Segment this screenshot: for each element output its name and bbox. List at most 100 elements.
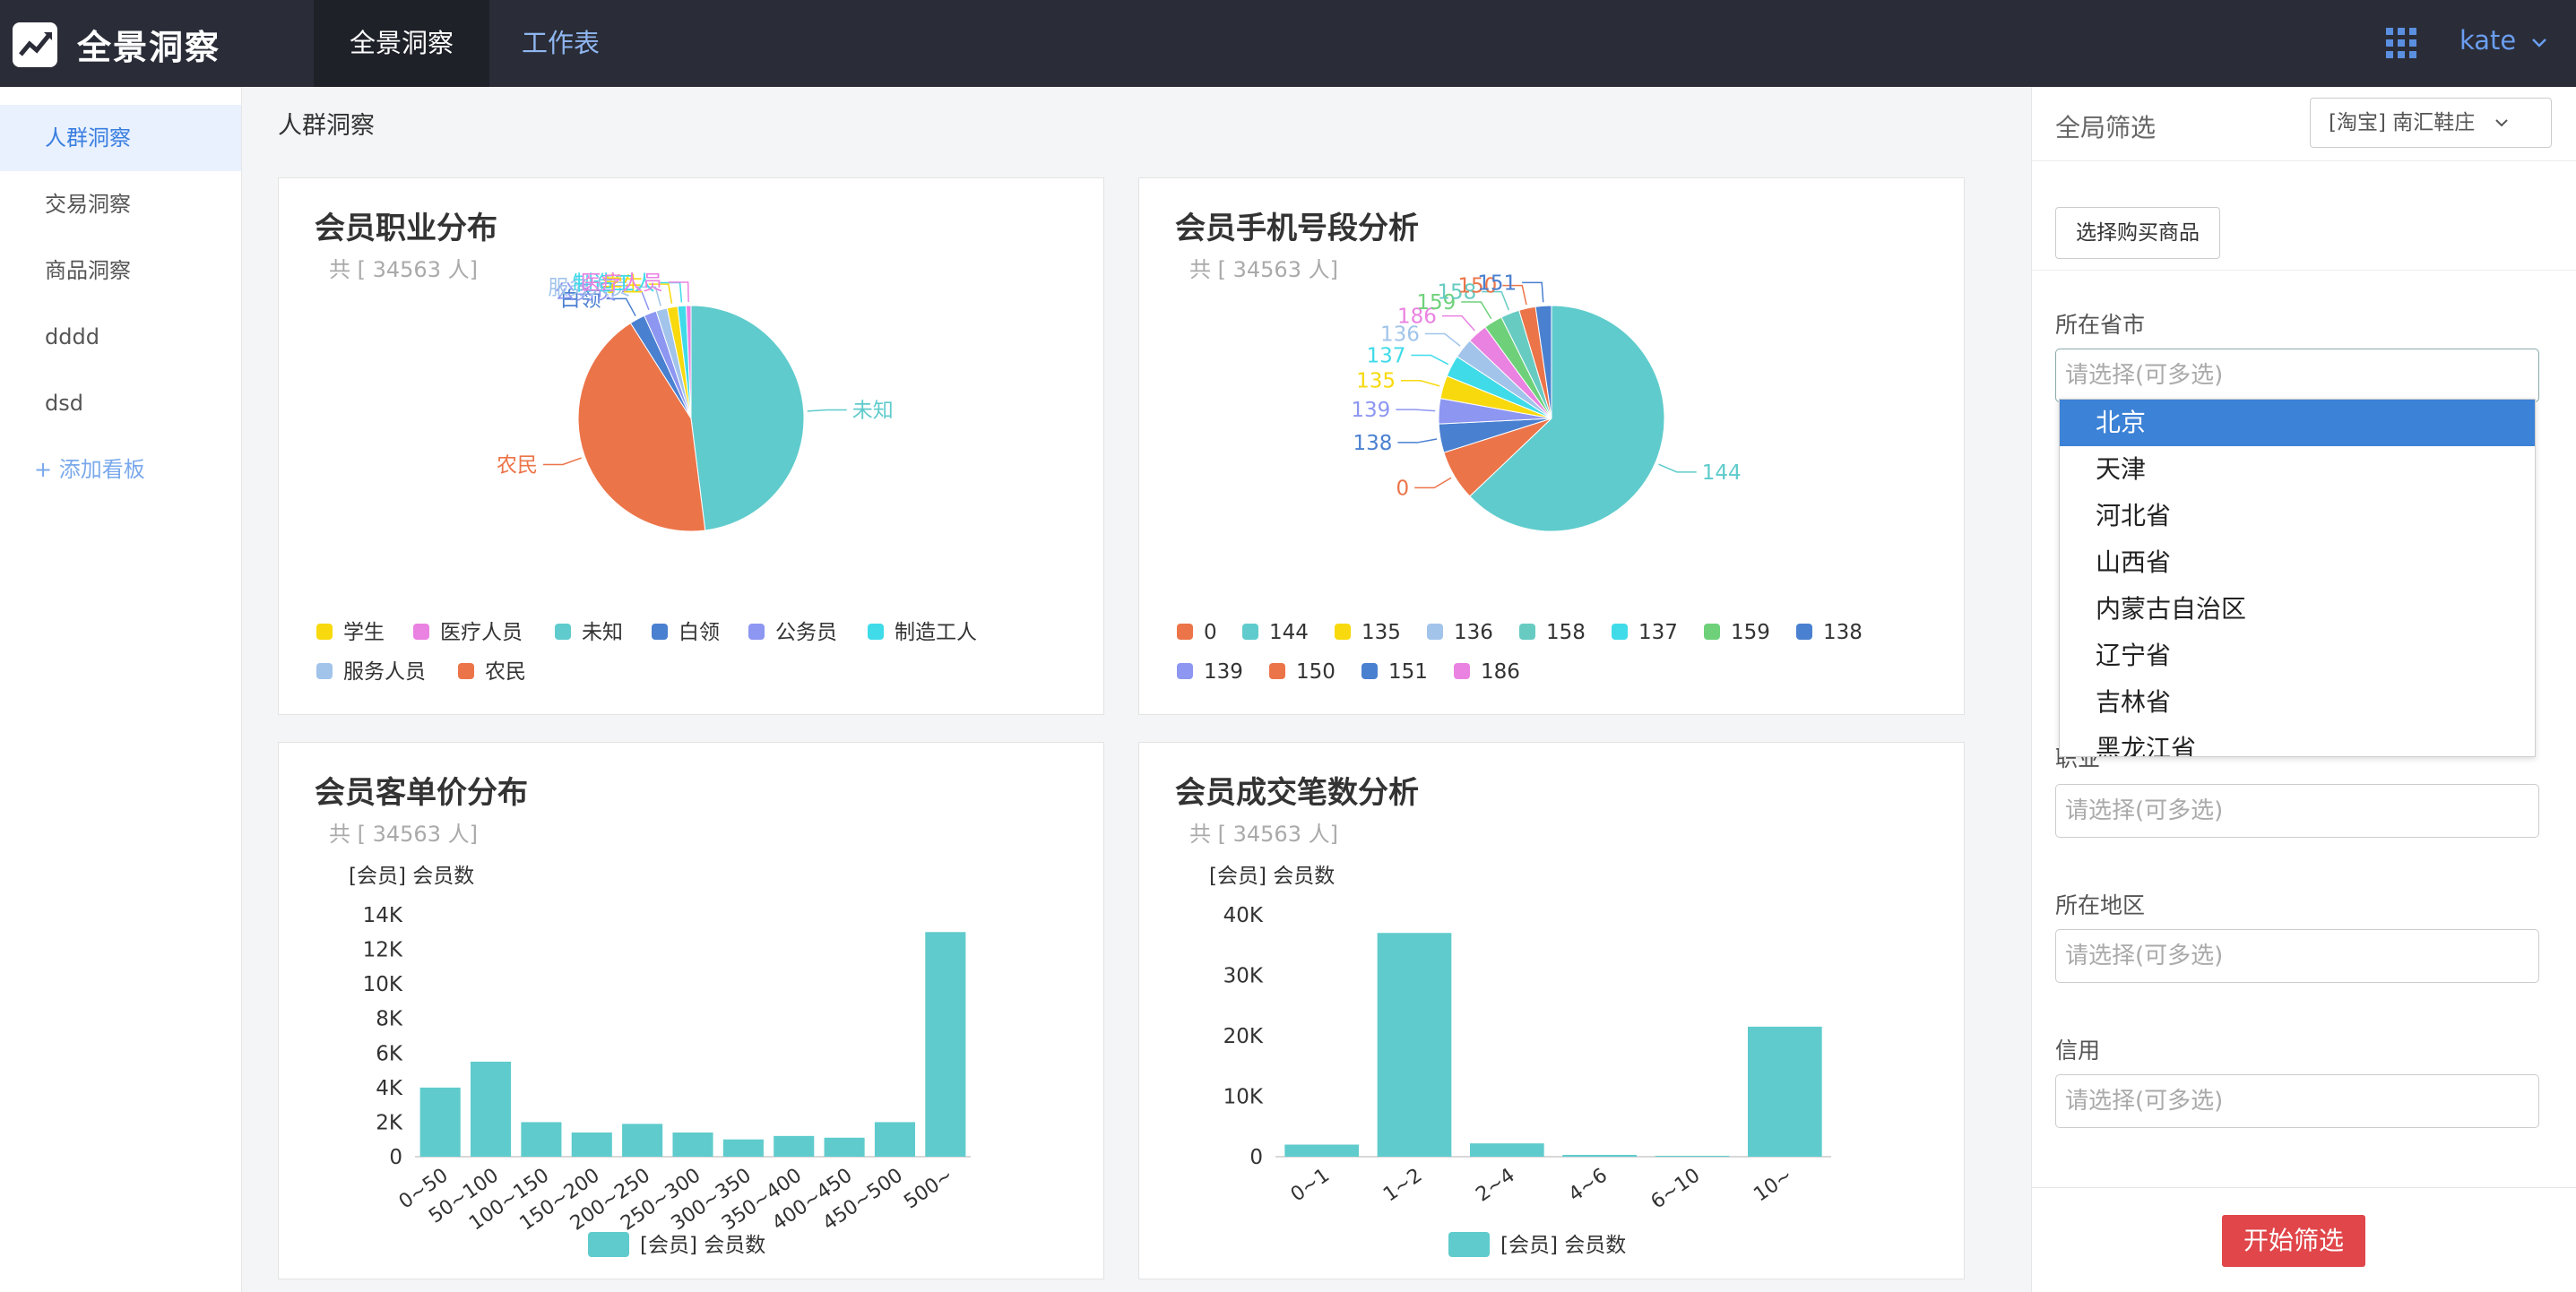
legend-label: 137: [1638, 621, 1678, 644]
dropdown-option[interactable]: 黑龙江省: [2096, 734, 2197, 757]
add-board-link[interactable]: + 添加看板: [34, 457, 145, 482]
pie-slice-label: 159: [1416, 291, 1456, 314]
bar: [672, 1133, 713, 1157]
pie-label-line: [1424, 332, 1461, 347]
pie-label-line: [606, 297, 636, 317]
dropdown-option[interactable]: 辽宁省: [2096, 641, 2172, 670]
pie-slice-label: 135: [1356, 370, 1396, 393]
sidebar-item-trade[interactable]: 交易洞察: [45, 192, 131, 217]
sidebar: 人群洞察 交易洞察 商品洞察 dddd dsd + 添加看板: [0, 87, 242, 1292]
dropdown-option[interactable]: 河北省: [2096, 501, 2172, 530]
card-title: 会员成交笔数分析: [1175, 775, 1419, 811]
legend-swatch: [1612, 624, 1628, 640]
card-phone-prefix: 会员手机号段分析 共 [ 34563 人] 144 0 138 139 135 137 13…: [1138, 177, 1965, 715]
legend-label: 139: [1204, 660, 1243, 684]
legend-label: 未知: [582, 621, 623, 644]
bar: [1377, 933, 1452, 1157]
tab-worksheet[interactable]: 工作表: [522, 28, 601, 58]
legend-swatch: [1448, 1232, 1490, 1257]
pie-label-line: [648, 283, 673, 304]
legend-label: 学生: [343, 621, 385, 644]
start-filter-button[interactable]: 开始筛选: [2222, 1215, 2365, 1267]
legend-swatch: [1427, 624, 1443, 640]
pie-slice-label: 白领: [560, 288, 601, 311]
logo[interactable]: 全景洞察: [13, 20, 220, 69]
credit-input[interactable]: 请选择(可多选): [2055, 1074, 2539, 1128]
bar: [925, 932, 966, 1157]
pie-slice-label: 139: [1351, 399, 1390, 422]
legend-swatch: [748, 624, 765, 640]
legend-swatch: [652, 624, 668, 640]
pie-label-line: [1441, 314, 1475, 332]
legend-swatch: [1269, 663, 1285, 679]
y-tick-label: 14K: [363, 904, 403, 927]
bar: [622, 1124, 663, 1157]
region-input[interactable]: 请选择(可多选): [2055, 929, 2539, 983]
card-deal-count: 会员成交笔数分析 共 [ 34563 人] [会员] 会员数 0 10K 20K 30K…: [1138, 742, 1965, 1279]
legend-swatch: [413, 624, 429, 640]
dropdown-option[interactable]: 天津: [2096, 454, 2147, 484]
pie-label-line: [635, 286, 661, 306]
dropdown-option[interactable]: 山西省: [2096, 547, 2172, 577]
user-name: kate: [2459, 25, 2517, 56]
card-subtitle: 共 [ 34563 人]: [1189, 822, 1338, 847]
trend-logo-icon: [13, 22, 57, 67]
pie-label-line: [542, 457, 582, 466]
pie-slice-label: 144: [1702, 461, 1742, 485]
card-subtitle: 共 [ 34563 人]: [329, 257, 478, 282]
legend-label: 白领: [679, 621, 720, 644]
legend-label: [会员] 会员数: [1500, 1234, 1626, 1257]
pie-slice-label: 150: [1457, 275, 1497, 298]
y-tick-label: 4K: [376, 1077, 403, 1100]
sidebar-item-dsd[interactable]: dsd: [45, 391, 83, 416]
y-tick-label: 10K: [1223, 1086, 1264, 1109]
pie-slice-label: 学生: [602, 273, 644, 297]
card-subtitle: 共 [ 34563 人]: [1189, 257, 1338, 282]
legend-label: 服务人员: [343, 660, 426, 684]
x-tick-label: 0~1: [1287, 1164, 1334, 1206]
user-menu[interactable]: kate: [2459, 25, 2548, 56]
legend-swatch: [1361, 663, 1378, 679]
dropdown-option[interactable]: 内蒙古自治区: [2096, 594, 2247, 624]
tab-panorama[interactable]: 全景洞察: [314, 0, 490, 87]
pie-slice-label: 138: [1353, 432, 1392, 455]
legend-label: [会员] 会员数: [640, 1234, 765, 1257]
legend-swatch: [1335, 624, 1351, 640]
pie-label-line: [1397, 438, 1438, 444]
bar: [571, 1133, 612, 1157]
legend-swatch: [316, 663, 333, 679]
apps-grid-icon[interactable]: [2386, 28, 2416, 58]
x-tick-label: 1~2: [1379, 1164, 1426, 1206]
pie-slice-label: 0: [1396, 477, 1410, 500]
sidebar-item-crowd[interactable]: 人群洞察: [0, 105, 241, 171]
filter-footer: 开始筛选: [2032, 1187, 2576, 1292]
page-title: 人群洞察: [278, 112, 375, 140]
occupation-input[interactable]: 请选择(可多选): [2055, 784, 2539, 838]
dropdown-option[interactable]: 吉林省: [2096, 687, 2172, 717]
bar: [722, 1139, 764, 1157]
pie-slice-label: 186: [1397, 306, 1437, 329]
sidebar-item-dddd[interactable]: dddd: [45, 324, 99, 349]
shop-select[interactable]: [淘宝] 南汇鞋庄: [2310, 98, 2552, 148]
select-goods-button[interactable]: 选择购买商品: [2055, 207, 2220, 259]
x-tick-label: 4~6: [1565, 1164, 1612, 1206]
legend-swatch: [1177, 624, 1193, 640]
pie-label-line: [1396, 409, 1436, 412]
y-tick-label: 30K: [1223, 965, 1264, 988]
sidebar-item-goods[interactable]: 商品洞察: [45, 258, 131, 283]
x-tick-label: 10~: [1750, 1164, 1796, 1206]
dropdown-options: 北京天津河北省山西省内蒙古自治区 辽宁省吉林省黑龙江省: [2060, 400, 2535, 757]
dropdown-option[interactable]: 北京: [2060, 400, 2535, 446]
card-title: 会员职业分布: [315, 211, 497, 246]
bar: [1748, 1026, 1822, 1157]
card-occupation: 会员职业分布 共 [ 34563 人] 未知 农民 白领 公务员 服务人员 学生 制造工人医…: [278, 177, 1104, 715]
province-input[interactable]: 请选择(可多选): [2055, 349, 2539, 402]
y-tick-label: 20K: [1223, 1025, 1264, 1048]
pie-label-line: [1522, 281, 1544, 303]
field-label-credit: 信用: [2055, 1038, 2101, 1064]
pie-slice-label: 服务人员: [548, 276, 630, 299]
filter-panel: 全局筛选 [淘宝] 南汇鞋庄 选择购买商品 所在省市 请选择(可多选) 职业 请…: [2031, 87, 2576, 1292]
pie-slice-label: 136: [1380, 323, 1420, 347]
y-tick-label: 40K: [1223, 904, 1264, 927]
y-tick-label: 10K: [363, 973, 403, 996]
